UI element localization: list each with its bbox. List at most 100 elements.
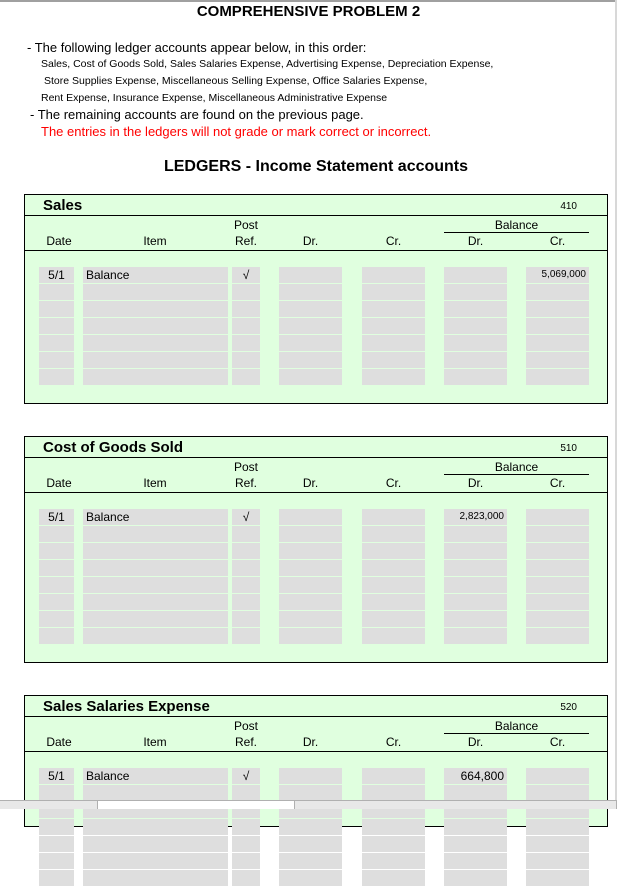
cr-cell[interactable] — [362, 836, 425, 852]
date-cell[interactable] — [39, 577, 74, 593]
cr-cell[interactable] — [362, 318, 425, 334]
ref-cell[interactable]: √ — [232, 509, 260, 525]
bal-cr-cell[interactable] — [526, 526, 589, 542]
bal-cr-cell[interactable] — [526, 853, 589, 869]
date-cell[interactable] — [39, 352, 74, 368]
bal-cr-cell[interactable] — [526, 318, 589, 334]
bal-dr-cell[interactable] — [444, 819, 507, 835]
bal-dr-cell[interactable]: 2,823,000 — [444, 509, 507, 525]
date-cell[interactable] — [39, 628, 74, 644]
date-cell[interactable] — [39, 819, 74, 835]
bal-dr-cell[interactable] — [444, 301, 507, 317]
item-cell[interactable] — [83, 560, 228, 576]
bal-cr-cell[interactable] — [526, 870, 589, 886]
cr-cell[interactable] — [362, 335, 425, 351]
dr-cell[interactable] — [279, 594, 342, 610]
bal-dr-cell[interactable] — [444, 267, 507, 283]
ref-cell[interactable] — [232, 335, 260, 351]
item-cell[interactable] — [83, 284, 228, 300]
item-cell[interactable] — [83, 301, 228, 317]
bal-dr-cell[interactable] — [444, 352, 507, 368]
cr-cell[interactable] — [362, 819, 425, 835]
bal-dr-cell[interactable] — [444, 369, 507, 385]
date-cell[interactable] — [39, 611, 74, 627]
item-cell[interactable]: Balance — [83, 509, 228, 525]
cr-cell[interactable] — [362, 267, 425, 283]
bal-dr-cell[interactable] — [444, 853, 507, 869]
date-cell[interactable] — [39, 318, 74, 334]
date-cell[interactable] — [39, 836, 74, 852]
bal-dr-cell[interactable] — [444, 543, 507, 559]
bal-dr-cell[interactable]: 664,800 — [444, 768, 507, 784]
cr-cell[interactable] — [362, 768, 425, 784]
cr-cell[interactable] — [362, 785, 425, 801]
bal-cr-cell[interactable] — [526, 819, 589, 835]
dr-cell[interactable] — [279, 543, 342, 559]
bal-dr-cell[interactable] — [444, 560, 507, 576]
bal-dr-cell[interactable] — [444, 611, 507, 627]
ref-cell[interactable] — [232, 369, 260, 385]
dr-cell[interactable] — [279, 768, 342, 784]
dr-cell[interactable] — [279, 819, 342, 835]
bal-cr-cell[interactable] — [526, 369, 589, 385]
ref-cell[interactable] — [232, 836, 260, 852]
ref-cell[interactable] — [232, 301, 260, 317]
cr-cell[interactable] — [362, 369, 425, 385]
date-cell[interactable] — [39, 369, 74, 385]
bal-cr-cell[interactable] — [526, 628, 589, 644]
cr-cell[interactable] — [362, 526, 425, 542]
ref-cell[interactable] — [232, 594, 260, 610]
dr-cell[interactable] — [279, 369, 342, 385]
cr-cell[interactable] — [362, 284, 425, 300]
date-cell[interactable] — [39, 543, 74, 559]
dr-cell[interactable] — [279, 870, 342, 886]
item-cell[interactable] — [83, 526, 228, 542]
bal-dr-cell[interactable] — [444, 628, 507, 644]
bal-cr-cell[interactable]: 5,069,000 — [526, 267, 589, 283]
item-cell[interactable] — [83, 819, 228, 835]
bal-cr-cell[interactable] — [526, 611, 589, 627]
bal-dr-cell[interactable] — [444, 577, 507, 593]
date-cell[interactable] — [39, 301, 74, 317]
dr-cell[interactable] — [279, 301, 342, 317]
ref-cell[interactable] — [232, 352, 260, 368]
ref-cell[interactable] — [232, 284, 260, 300]
date-cell[interactable]: 5/1 — [39, 267, 74, 283]
cr-cell[interactable] — [362, 301, 425, 317]
ref-cell[interactable]: √ — [232, 768, 260, 784]
item-cell[interactable] — [83, 628, 228, 644]
ref-cell[interactable] — [232, 543, 260, 559]
ref-cell[interactable] — [232, 611, 260, 627]
dr-cell[interactable] — [279, 785, 342, 801]
bal-dr-cell[interactable] — [444, 836, 507, 852]
dr-cell[interactable] — [279, 352, 342, 368]
cr-cell[interactable] — [362, 628, 425, 644]
dr-cell[interactable] — [279, 284, 342, 300]
cr-cell[interactable] — [362, 543, 425, 559]
bal-dr-cell[interactable] — [444, 870, 507, 886]
dr-cell[interactable] — [279, 335, 342, 351]
bal-dr-cell[interactable] — [444, 335, 507, 351]
cr-cell[interactable] — [362, 577, 425, 593]
date-cell[interactable] — [39, 853, 74, 869]
item-cell[interactable]: Balance — [83, 267, 228, 283]
bal-cr-cell[interactable] — [526, 768, 589, 784]
bal-cr-cell[interactable] — [526, 543, 589, 559]
bal-cr-cell[interactable] — [526, 352, 589, 368]
dr-cell[interactable] — [279, 509, 342, 525]
dr-cell[interactable] — [279, 836, 342, 852]
ref-cell[interactable] — [232, 526, 260, 542]
item-cell[interactable] — [83, 594, 228, 610]
dr-cell[interactable] — [279, 526, 342, 542]
date-cell[interactable] — [39, 594, 74, 610]
ref-cell[interactable] — [232, 560, 260, 576]
bal-cr-cell[interactable] — [526, 594, 589, 610]
item-cell[interactable] — [83, 853, 228, 869]
bal-cr-cell[interactable] — [526, 785, 589, 801]
dr-cell[interactable] — [279, 853, 342, 869]
bal-cr-cell[interactable] — [526, 509, 589, 525]
item-cell[interactable] — [83, 369, 228, 385]
bal-cr-cell[interactable] — [526, 335, 589, 351]
cr-cell[interactable] — [362, 611, 425, 627]
date-cell[interactable]: 5/1 — [39, 509, 74, 525]
